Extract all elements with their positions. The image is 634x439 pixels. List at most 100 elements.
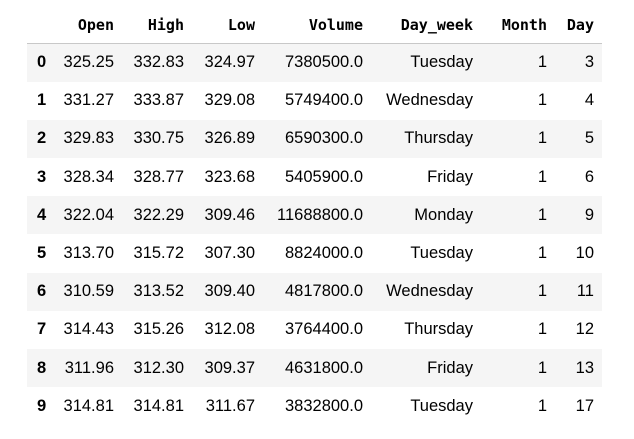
table-body: 0 325.25 332.83 324.97 7380500.0 Tuesday… xyxy=(27,43,602,426)
row-index: 6 xyxy=(37,282,47,301)
cell-low: 324.97 xyxy=(204,53,255,72)
table-row: 4 322.04 322.29 309.46 11688800.0 Monday… xyxy=(27,196,602,235)
cell-day-week: Wednesday xyxy=(386,91,473,110)
table-row: 6 310.59 313.52 309.40 4817800.0 Wednesd… xyxy=(27,272,602,311)
cell-low: 326.89 xyxy=(204,129,255,148)
row-index: 0 xyxy=(37,53,47,72)
cell-high: 315.72 xyxy=(133,244,184,263)
column-header-day: Day xyxy=(555,6,602,44)
table-row: 3 328.34 328.77 323.68 5405900.0 Friday … xyxy=(27,158,602,196)
cell-volume: 3764400.0 xyxy=(285,320,363,339)
cell-day-week: Tuesday xyxy=(410,244,473,263)
table-row: 7 314.43 315.26 312.08 3764400.0 Thursda… xyxy=(27,311,602,349)
cell-high: 333.87 xyxy=(133,91,184,110)
column-header-index xyxy=(27,6,55,44)
cell-day-week: Tuesday xyxy=(410,53,473,72)
cell-open: 322.04 xyxy=(63,205,114,224)
column-header-day-week: Day_week xyxy=(371,6,481,44)
column-header-high: High xyxy=(122,6,192,44)
cell-volume: 8824000.0 xyxy=(285,244,363,263)
cell-month: 1 xyxy=(537,167,547,186)
cell-month: 1 xyxy=(537,320,547,339)
cell-day-week: Thursday xyxy=(404,320,473,339)
cell-open: 325.25 xyxy=(63,53,114,72)
row-index: 9 xyxy=(37,396,47,415)
column-header-low: Low xyxy=(192,6,263,44)
cell-high: 322.29 xyxy=(133,205,184,224)
cell-high: 313.52 xyxy=(133,282,184,301)
cell-month: 1 xyxy=(537,358,547,377)
cell-day: 6 xyxy=(584,167,594,186)
cell-day: 4 xyxy=(584,91,594,110)
cell-day: 10 xyxy=(575,244,594,263)
cell-open: 314.43 xyxy=(63,320,114,339)
cell-volume: 6590300.0 xyxy=(285,129,363,148)
cell-month: 1 xyxy=(537,91,547,110)
cell-high: 328.77 xyxy=(133,167,184,186)
row-index: 8 xyxy=(37,358,47,377)
cell-open: 313.70 xyxy=(63,244,114,263)
cell-day-week: Monday xyxy=(414,205,473,224)
cell-day-week: Wednesday xyxy=(386,282,473,301)
table-row: 5 313.70 315.72 307.30 8824000.0 Tuesday… xyxy=(27,234,602,272)
cell-day-week: Thursday xyxy=(404,129,473,148)
table-row: 0 325.25 332.83 324.97 7380500.0 Tuesday… xyxy=(27,43,602,82)
cell-open: 311.96 xyxy=(64,358,114,377)
dataframe-output: Open High Low Volume Day_week Month Day … xyxy=(27,6,602,425)
cell-day-week: Friday xyxy=(427,358,473,377)
cell-day-week: Friday xyxy=(427,167,473,186)
cell-open: 310.59 xyxy=(63,282,114,301)
table-row: 1 331.27 333.87 329.08 5749400.0 Wednesd… xyxy=(27,82,602,120)
cell-low: 309.37 xyxy=(204,358,255,377)
cell-day-week: Tuesday xyxy=(410,396,473,415)
cell-volume: 5405900.0 xyxy=(285,167,363,186)
row-index: 7 xyxy=(37,320,47,339)
cell-month: 1 xyxy=(537,396,547,415)
cell-month: 1 xyxy=(537,53,547,72)
cell-month: 1 xyxy=(537,244,547,263)
row-index: 2 xyxy=(37,129,47,148)
cell-high: 315.26 xyxy=(133,320,184,339)
cell-low: 323.68 xyxy=(204,167,255,186)
table-row: 2 329.83 330.75 326.89 6590300.0 Thursda… xyxy=(27,119,602,159)
cell-high: 330.75 xyxy=(133,129,184,148)
cell-open: 331.27 xyxy=(63,91,114,110)
cell-day: 17 xyxy=(575,396,594,415)
cell-high: 312.30 xyxy=(133,358,184,377)
cell-open: 328.34 xyxy=(63,167,114,186)
cell-low: 312.08 xyxy=(204,320,255,339)
cell-volume: 11688800.0 xyxy=(277,205,363,224)
cell-day: 11 xyxy=(576,282,594,301)
row-index: 3 xyxy=(37,167,47,186)
column-header-month: Month xyxy=(481,6,555,44)
table-row: 8 311.96 312.30 309.37 4631800.0 Friday … xyxy=(27,349,602,388)
cell-volume: 7380500.0 xyxy=(285,53,363,72)
cell-day: 9 xyxy=(584,205,594,224)
cell-volume: 4817800.0 xyxy=(285,282,363,301)
cell-open: 329.83 xyxy=(63,129,114,148)
dataframe-table: Open High Low Volume Day_week Month Day … xyxy=(27,6,602,425)
column-header-open: Open xyxy=(55,6,122,44)
cell-day: 13 xyxy=(575,358,594,377)
cell-low: 309.46 xyxy=(204,205,255,224)
cell-low: 329.08 xyxy=(204,91,255,110)
cell-low: 307.30 xyxy=(204,244,255,263)
cell-volume: 4631800.0 xyxy=(285,358,363,377)
cell-month: 1 xyxy=(537,205,547,224)
table-row: 9 314.81 314.81 311.67 3832800.0 Tuesday… xyxy=(27,387,602,425)
cell-day: 3 xyxy=(584,53,594,72)
cell-high: 314.81 xyxy=(133,396,184,415)
row-index: 4 xyxy=(37,205,47,224)
cell-day: 12 xyxy=(575,320,594,339)
cell-low: 309.40 xyxy=(204,282,255,301)
column-header-volume: Volume xyxy=(263,6,371,44)
cell-day: 5 xyxy=(584,129,594,148)
row-index: 5 xyxy=(37,244,47,263)
row-index: 1 xyxy=(37,91,47,110)
cell-month: 1 xyxy=(537,282,547,301)
cell-volume: 3832800.0 xyxy=(285,396,363,415)
cell-open: 314.81 xyxy=(63,396,114,415)
header-row: Open High Low Volume Day_week Month Day xyxy=(27,6,602,44)
cell-low: 311.67 xyxy=(205,396,255,415)
cell-volume: 5749400.0 xyxy=(285,91,363,110)
